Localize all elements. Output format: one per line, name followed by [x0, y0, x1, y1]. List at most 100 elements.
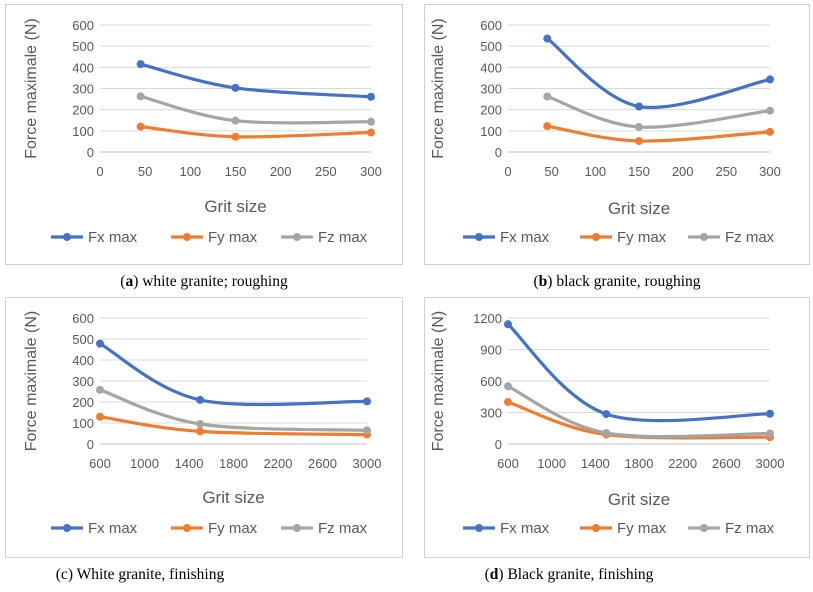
x-tick-label: 100: [584, 164, 606, 179]
data-point: [504, 382, 512, 391]
y-axis-title: Force maximale (N): [430, 311, 447, 451]
y-axis-title: Force maximale (N): [23, 18, 40, 158]
x-tick-label: 150: [628, 164, 650, 179]
x-tick-label: 2200: [668, 456, 697, 471]
legend-marker: [293, 233, 301, 241]
data-point: [766, 429, 774, 438]
x-tick-label: 3000: [756, 456, 785, 471]
x-tick-label: 300: [360, 164, 382, 179]
data-point: [367, 128, 375, 137]
data-point: [231, 132, 240, 141]
y-tick-label: 600: [72, 311, 94, 326]
legend-label: Fx max: [500, 520, 550, 537]
series-line-fx-max: [506, 322, 772, 423]
y-tick-label: 300: [72, 82, 94, 97]
y-tick-label: 600: [480, 18, 502, 33]
x-tick-label: 600: [497, 456, 519, 471]
legend-label: Fy max: [208, 229, 258, 246]
data-point: [766, 106, 774, 115]
legend-label: Fy max: [617, 520, 667, 537]
data-point: [196, 427, 205, 436]
x-tick-label: 100: [179, 164, 201, 179]
y-tick-label: 200: [480, 103, 502, 118]
y-tick-label: 400: [480, 60, 502, 75]
caption-b-text: black granite, roughing: [552, 273, 701, 290]
x-tick-label: 2600: [308, 456, 337, 471]
x-tick-label: 250: [715, 164, 737, 179]
x-tick-label: 0: [96, 164, 103, 179]
x-tick-label: 600: [89, 456, 111, 471]
legend-marker: [592, 524, 600, 532]
y-tick-label: 500: [72, 39, 94, 54]
legend-marker: [63, 524, 71, 532]
x-axis-title: Grit size: [608, 490, 670, 509]
data-point: [635, 123, 643, 132]
y-axis-title: Force maximale (N): [23, 311, 40, 451]
y-tick-label: 100: [72, 124, 94, 139]
legend-label: Fy max: [617, 229, 667, 246]
y-tick-label: 200: [72, 103, 94, 118]
caption-a-letter: a: [125, 273, 134, 290]
y-tick-label: 0: [87, 145, 94, 160]
caption-c: (c) White granite, finishing: [55, 566, 225, 583]
legend-marker: [592, 233, 600, 241]
chart-panel-c: 0 100 200 300 400 500 600 600 1000 1400 1800 2200 26…: [5, 297, 403, 558]
series-line-fx-max: [139, 62, 373, 99]
data-point: [96, 339, 104, 348]
y-tick-label: 400: [72, 60, 94, 75]
legend-label: Fx max: [88, 229, 138, 246]
data-point: [196, 395, 205, 404]
data-point: [543, 34, 552, 43]
series-line-fx-max: [545, 36, 772, 110]
legend-label: Fz max: [318, 229, 368, 246]
y-tick-label: 500: [72, 332, 94, 347]
x-tick-label: 50: [544, 164, 558, 179]
data-point: [96, 412, 104, 421]
legend-label: Fz max: [725, 520, 775, 537]
y-tick-label: 900: [480, 343, 502, 358]
chart-panel-a: 0 100 200 300 400 500 600 0 50 100 150 200 250 300 Gri…: [5, 4, 403, 265]
x-tick-label: 50: [138, 164, 152, 179]
data-point: [96, 385, 104, 394]
chart-svg-d: 0 300 600 900 1200 600 1000 1400 1800 2200 2600 300…: [430, 311, 785, 537]
data-point: [766, 409, 774, 418]
data-point: [635, 136, 643, 145]
series-line-fy-max: [139, 125, 373, 139]
x-tick-label: 200: [672, 164, 694, 179]
y-tick-label: 300: [480, 406, 502, 421]
y-tick-label: 500: [480, 39, 502, 54]
x-axis-title: Grit size: [202, 488, 264, 507]
caption-a: (a) white granite; roughing: [120, 273, 288, 290]
legend-marker: [700, 233, 708, 241]
data-point: [543, 92, 552, 101]
data-point: [136, 92, 145, 101]
data-point: [504, 398, 512, 406]
data-point: [602, 428, 611, 437]
data-point: [602, 410, 611, 419]
legend-marker: [475, 233, 483, 241]
data-point: [363, 397, 371, 406]
data-point: [196, 420, 205, 429]
data-point: [543, 122, 552, 131]
data-point: [363, 426, 371, 435]
x-tick-label: 250: [315, 164, 337, 179]
x-tick-label: 200: [270, 164, 292, 179]
data-point: [136, 122, 145, 131]
chart-svg-b: 0 100 200 300 400 500 600 0 50 100 150 200 250 300 Gri…: [430, 18, 781, 246]
data-point: [766, 127, 774, 136]
y-tick-label: 1200: [473, 311, 502, 326]
legend-marker: [475, 524, 483, 532]
caption-a-text: white granite; roughing: [138, 273, 288, 290]
x-tick-label: 300: [759, 164, 781, 179]
x-tick-label: 1000: [537, 456, 566, 471]
legend-label: Fz max: [725, 229, 775, 246]
x-axis-title: Grit size: [608, 199, 670, 218]
y-tick-label: 0: [495, 437, 502, 452]
caption-d-letter: d: [489, 566, 499, 583]
x-tick-label: 150: [225, 164, 247, 179]
caption-d-text: Black granite, finishing: [503, 566, 654, 583]
x-tick-label: 3000: [353, 456, 382, 471]
x-tick-label: 1800: [625, 456, 654, 471]
x-tick-label: 1400: [175, 456, 204, 471]
chart-panel-b: 0 100 200 300 400 500 600 0 50 100 150 200 250 300 Gri…: [424, 4, 810, 265]
